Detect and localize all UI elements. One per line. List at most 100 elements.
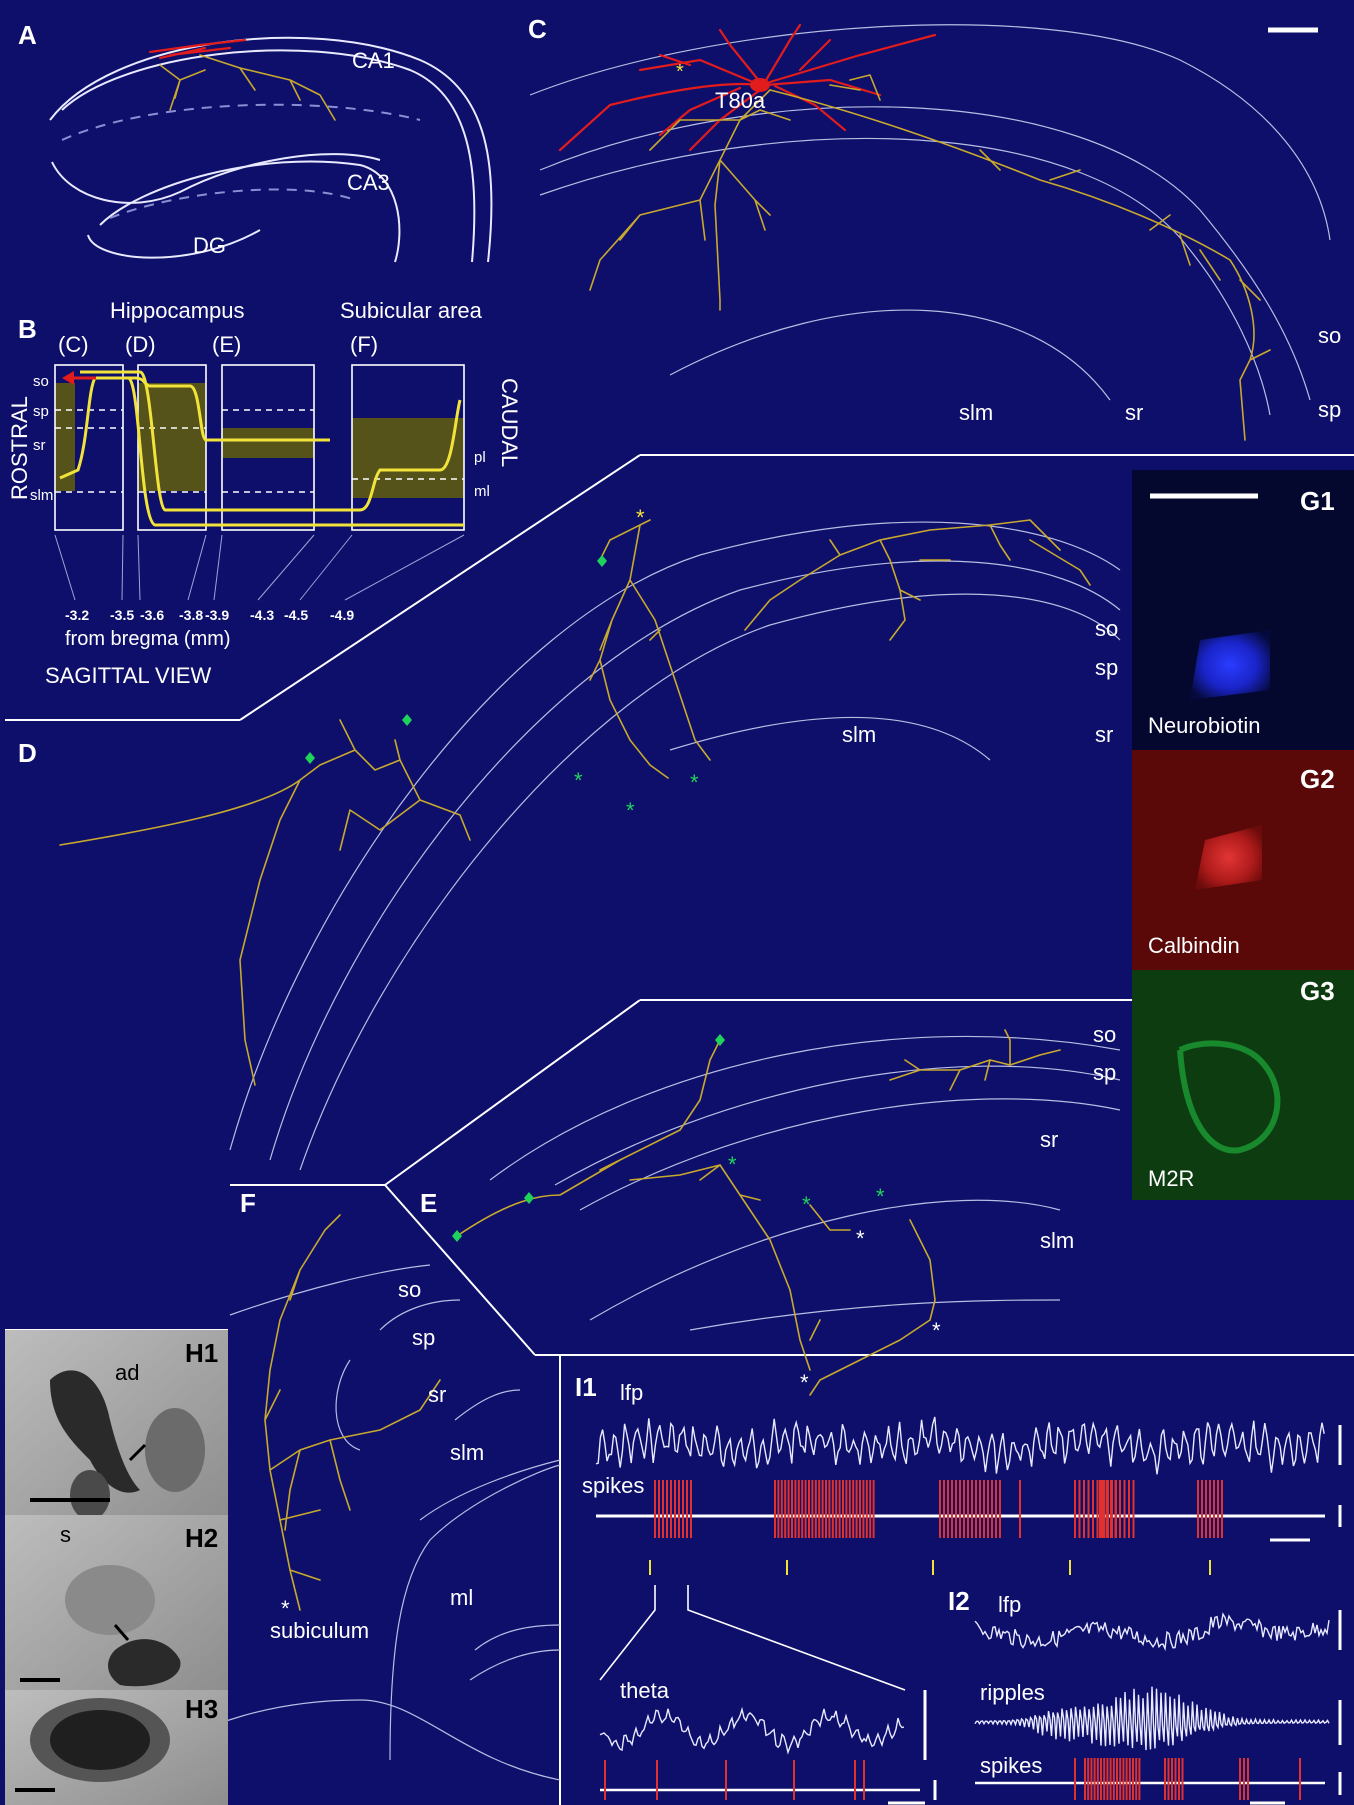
- bregma-tick-2: -3.5: [110, 607, 134, 623]
- e-layer-so: so: [1093, 1022, 1116, 1047]
- panel-label-b: B: [18, 314, 37, 344]
- panel-label-f: F: [240, 1188, 256, 1218]
- f-layer-ml: ml: [450, 1585, 473, 1610]
- column-c: (C): [58, 332, 89, 357]
- spike-train-i2: [1074, 1758, 1301, 1800]
- bregma-tick-4: -3.8: [179, 607, 203, 623]
- zoom-lines: [599, 1585, 906, 1691]
- label-spikes-i2: spikes: [980, 1753, 1042, 1778]
- svg-text:*: *: [728, 1152, 737, 1177]
- svg-text:*: *: [856, 1226, 865, 1251]
- b-layer-sr: sr: [33, 437, 46, 454]
- panel-label-d: D: [18, 738, 37, 768]
- layer-boundaries-e: [489, 1035, 1121, 1331]
- bregma-tick-3: -3.6: [140, 607, 164, 623]
- label-ca3: CA3: [347, 170, 390, 195]
- spike-train-i1: [654, 1480, 1223, 1538]
- panel-label-i2: I2: [948, 1586, 970, 1616]
- panel-e: E * * * * * * so sp sr slm: [420, 1022, 1121, 1396]
- label-sagittal-view: SAGITTAL VIEW: [45, 663, 211, 688]
- panel-b: B Hippocampus Subicular area (C) (D) (E)…: [7, 298, 522, 688]
- panel-label-h2: H2: [185, 1523, 218, 1553]
- f-layer-sr: sr: [428, 1382, 446, 1407]
- b-layer-pl: pl: [474, 449, 486, 466]
- label-from-bregma: from bregma (mm): [65, 628, 231, 650]
- panel-label-a: A: [18, 20, 37, 50]
- panel-c: C * T80a so sp slm sr: [528, 14, 1341, 441]
- panel-i: I1 lfp spikes theta I2 lfp ripples: [575, 1372, 1342, 1805]
- panel-h: H1 ad H2 s H3: [5, 1330, 228, 1805]
- b-layer-ml: ml: [474, 483, 490, 500]
- label-subiculum: subiculum: [270, 1618, 369, 1643]
- label-subicular-area: Subicular area: [340, 298, 483, 323]
- panel-a-reconstruction: [148, 38, 336, 121]
- panel-label-h3: H3: [185, 1694, 218, 1724]
- b-layer-so: so: [33, 373, 49, 390]
- label-ad: ad: [115, 1360, 139, 1385]
- d-layer-sp: sp: [1095, 655, 1118, 680]
- f-layer-slm: slm: [450, 1440, 484, 1465]
- d-markers: [305, 555, 607, 764]
- theta-peak-markers: [649, 1560, 1211, 1575]
- label-spikes-i1: spikes: [582, 1473, 644, 1498]
- d-layer-so: so: [1095, 616, 1118, 641]
- layer-dashes: [55, 409, 464, 493]
- panel-label-h1: H1: [185, 1338, 218, 1368]
- panel-g: G1 Neurobiotin G2 Calbindin G3 M2R: [1132, 470, 1354, 1200]
- panel-label-c: C: [528, 14, 547, 44]
- c-soma-asterisk: *: [676, 61, 684, 83]
- svg-text:*: *: [636, 505, 645, 530]
- e-layer-sr: sr: [1040, 1127, 1058, 1152]
- e-markers: [452, 1034, 725, 1242]
- label-t80a: T80a: [715, 88, 766, 113]
- label-lfp-i1: lfp: [620, 1380, 643, 1405]
- svg-text:*: *: [932, 1318, 941, 1343]
- c-layer-sp: sp: [1318, 397, 1341, 422]
- e-layer-slm: slm: [1040, 1228, 1074, 1253]
- label-ca1: CA1: [352, 48, 395, 73]
- hippocampus-outline: [49, 36, 493, 263]
- column-f: (F): [350, 332, 378, 357]
- label-caudal: CAUDAL: [497, 378, 522, 467]
- label-theta: theta: [620, 1678, 670, 1703]
- label-m2r: M2R: [1148, 1166, 1194, 1191]
- label-ripples: ripples: [980, 1680, 1045, 1705]
- d-layer-sr: sr: [1095, 722, 1113, 747]
- ripples-trace: [974, 1686, 1330, 1751]
- lfp-trace-i1: [595, 1416, 1325, 1475]
- b-layer-slm: slm: [30, 487, 53, 504]
- svg-text:*: *: [626, 798, 635, 823]
- c-layer-sr: sr: [1125, 400, 1143, 425]
- svg-text:*: *: [876, 1184, 885, 1209]
- label-hippocampus: Hippocampus: [110, 298, 245, 323]
- label-s: s: [60, 1522, 71, 1547]
- svg-text:*: *: [800, 1370, 809, 1395]
- label-dg: DG: [193, 233, 226, 258]
- bregma-tick-6: -4.3: [250, 607, 274, 623]
- bregma-tick-1: -3.2: [65, 607, 89, 623]
- label-rostral: ROSTRAL: [7, 396, 32, 500]
- panel-label-g2: G2: [1300, 764, 1335, 794]
- panel-d: D * * * * so sp slm sr: [18, 505, 1121, 1171]
- bregma-tick-8: -4.9: [330, 607, 354, 623]
- svg-text:*: *: [690, 770, 699, 795]
- bregma-guide-lines: [54, 534, 465, 601]
- spike-train-theta: [604, 1760, 865, 1800]
- label-neurobiotin: Neurobiotin: [1148, 713, 1261, 738]
- svg-text:*: *: [574, 768, 583, 793]
- column-d: (D): [125, 332, 156, 357]
- panel-label-g1: G1: [1300, 486, 1335, 516]
- c-layer-slm: slm: [959, 400, 993, 425]
- lfp-trace-i2: [974, 1612, 1330, 1652]
- label-lfp-i2: lfp: [998, 1592, 1021, 1617]
- panel-label-i1: I1: [575, 1372, 597, 1402]
- panel-label-g3: G3: [1300, 976, 1335, 1006]
- theta-trace: [599, 1706, 905, 1755]
- layer-boundaries-d: [229, 521, 1121, 1171]
- c-axon: [589, 74, 1271, 441]
- c-layer-so: so: [1318, 323, 1341, 348]
- d-axon: [59, 519, 1091, 1086]
- b-layer-sp: sp: [33, 403, 49, 420]
- bregma-tick-7: -4.5: [284, 607, 308, 623]
